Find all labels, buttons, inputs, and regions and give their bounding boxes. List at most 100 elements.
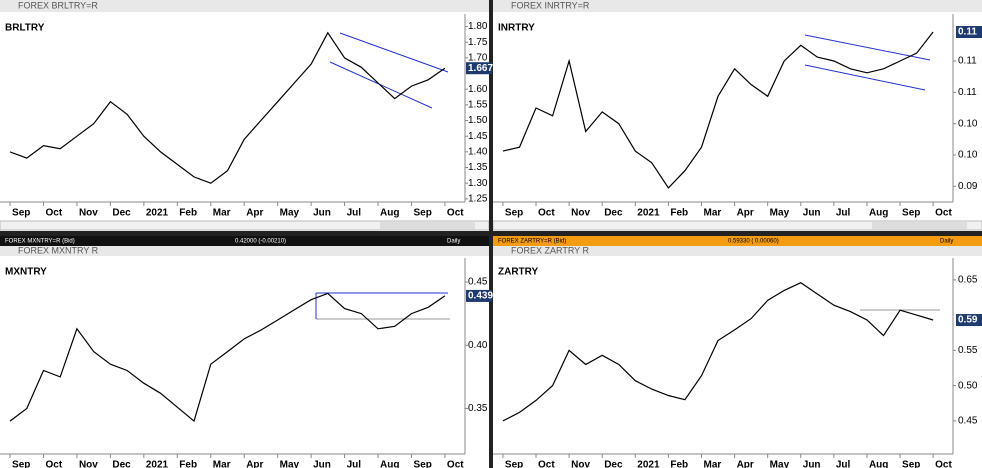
- x-tick-label: 2021: [637, 460, 660, 468]
- x-tick-label: Oct: [447, 460, 464, 468]
- x-tick-label: 2021: [146, 460, 169, 468]
- status-symbol: FOREX MXNTRY=R (Bid): [5, 239, 75, 245]
- x-tick-label: 2021: [637, 208, 660, 219]
- separator: [489, 0, 493, 468]
- trend-line: [804, 34, 931, 61]
- y-tick-label: 1.80: [468, 21, 488, 32]
- x-tick-label: Jun: [313, 460, 331, 468]
- y-tick-label: 0.11: [958, 56, 977, 67]
- x-tick-label: Mar: [213, 208, 231, 219]
- y-tick-label: 0.10: [958, 150, 978, 161]
- x-tick-label: Sep: [12, 208, 30, 219]
- x-tick-label: Apr: [737, 460, 754, 468]
- trend-line: [339, 32, 449, 73]
- last-price-box: [956, 26, 982, 39]
- x-tick-label: Jul: [836, 208, 851, 219]
- status-period: Daily: [940, 239, 953, 245]
- x-tick-label: Apr: [246, 460, 263, 468]
- x-tick-label: Aug: [380, 460, 399, 468]
- pane-header-bar: [493, 246, 982, 256]
- last-price-box: [466, 62, 492, 75]
- last-price-label: 0.11: [958, 27, 977, 38]
- price-line: [9, 292, 446, 423]
- y-tick-label: 1.45: [468, 131, 488, 142]
- last-price-label: 1.667: [468, 63, 493, 74]
- last-price-label: 0.59: [958, 315, 978, 326]
- y-tick-label: 1.60: [468, 84, 488, 95]
- price-line: [502, 31, 934, 189]
- toolbar[interactable]: [380, 222, 475, 229]
- x-tick-label: Aug: [380, 208, 399, 219]
- x-tick-label: Apr: [737, 208, 754, 219]
- x-tick-label: Jun: [313, 208, 331, 219]
- x-tick-label: Nov: [571, 208, 590, 219]
- x-tick-label: Jul: [836, 460, 851, 468]
- y-tick-label: 1.35: [468, 162, 488, 173]
- x-tick-label: Oct: [935, 208, 952, 219]
- x-tick-label: Oct: [538, 208, 555, 219]
- x-tick-label: Nov: [79, 208, 98, 219]
- y-tick-label: 0.45: [468, 277, 488, 288]
- y-tick-label: 0.55: [958, 345, 978, 356]
- pane-header: FOREX ZARTRY R: [511, 245, 590, 255]
- x-tick-label: May: [280, 208, 300, 219]
- trend-line: [804, 64, 926, 91]
- x-tick-label: Mar: [213, 460, 231, 468]
- y-tick-label: 0.50: [958, 380, 978, 391]
- x-tick-label: Jun: [803, 208, 821, 219]
- x-tick-label: Mar: [703, 208, 721, 219]
- x-tick-label: Jul: [347, 460, 362, 468]
- x-tick-label: Feb: [670, 460, 688, 468]
- x-tick-label: Mar: [703, 460, 721, 468]
- y-tick-label: 1.50: [468, 115, 488, 126]
- last-price-label: 0.439: [468, 291, 493, 302]
- chart-title: BRLTRY: [5, 23, 45, 34]
- status-period: Daily: [447, 239, 460, 245]
- pane-header: FOREX INRTRY=R: [511, 0, 590, 10]
- x-tick-label: Jul: [347, 208, 362, 219]
- chart-title: MXNTRY: [5, 267, 47, 278]
- pane-header-bar: [493, 0, 982, 12]
- x-tick-label: Oct: [45, 208, 62, 219]
- x-tick-label: Dec: [604, 208, 623, 219]
- pane-header: FOREX MXNTRY R: [18, 245, 99, 255]
- x-tick-label: Feb: [670, 208, 688, 219]
- toolbar[interactable]: [872, 222, 967, 229]
- x-tick-label: Feb: [179, 208, 197, 219]
- x-tick-label: Sep: [902, 460, 920, 468]
- y-tick-label: 0.45: [958, 416, 978, 427]
- pane-header-bar: [0, 0, 489, 12]
- x-tick-label: Aug: [869, 208, 888, 219]
- status-quote: 0.59330 ( 0.00060): [728, 239, 779, 245]
- y-tick-label: 0.40: [468, 340, 488, 351]
- x-tick-label: Sep: [505, 208, 523, 219]
- x-tick-label: Sep: [413, 460, 431, 468]
- y-tick-label: 0.09: [958, 181, 978, 192]
- y-tick-label: 1.30: [468, 178, 488, 189]
- x-tick-label: Oct: [45, 460, 62, 468]
- status-bar: [493, 236, 982, 246]
- x-tick-label: 2021: [146, 208, 169, 219]
- x-tick-label: Dec: [604, 460, 623, 468]
- y-tick-label: 1.40: [468, 147, 488, 158]
- x-tick-label: Oct: [538, 460, 555, 468]
- x-tick-label: Oct: [935, 460, 952, 468]
- x-tick-label: Sep: [413, 208, 431, 219]
- x-tick-label: Oct: [447, 208, 464, 219]
- price-line: [9, 31, 446, 184]
- x-tick-label: Apr: [246, 208, 263, 219]
- status-symbol: FOREX ZARTRY=R (Bid): [498, 239, 566, 245]
- y-tick-label: 1.55: [468, 100, 488, 111]
- x-tick-label: Sep: [505, 460, 523, 468]
- y-tick-label: 0.65: [958, 274, 978, 285]
- price-line: [502, 282, 934, 422]
- y-tick-label: 0.11: [958, 87, 977, 98]
- x-tick-label: Nov: [571, 460, 590, 468]
- pane-header: FOREX BRLTRY=R: [18, 0, 98, 10]
- last-price-box: [466, 289, 492, 302]
- x-tick-label: Feb: [179, 460, 197, 468]
- x-tick-label: May: [770, 208, 790, 219]
- x-tick-label: Sep: [12, 460, 30, 468]
- x-tick-label: May: [770, 460, 790, 468]
